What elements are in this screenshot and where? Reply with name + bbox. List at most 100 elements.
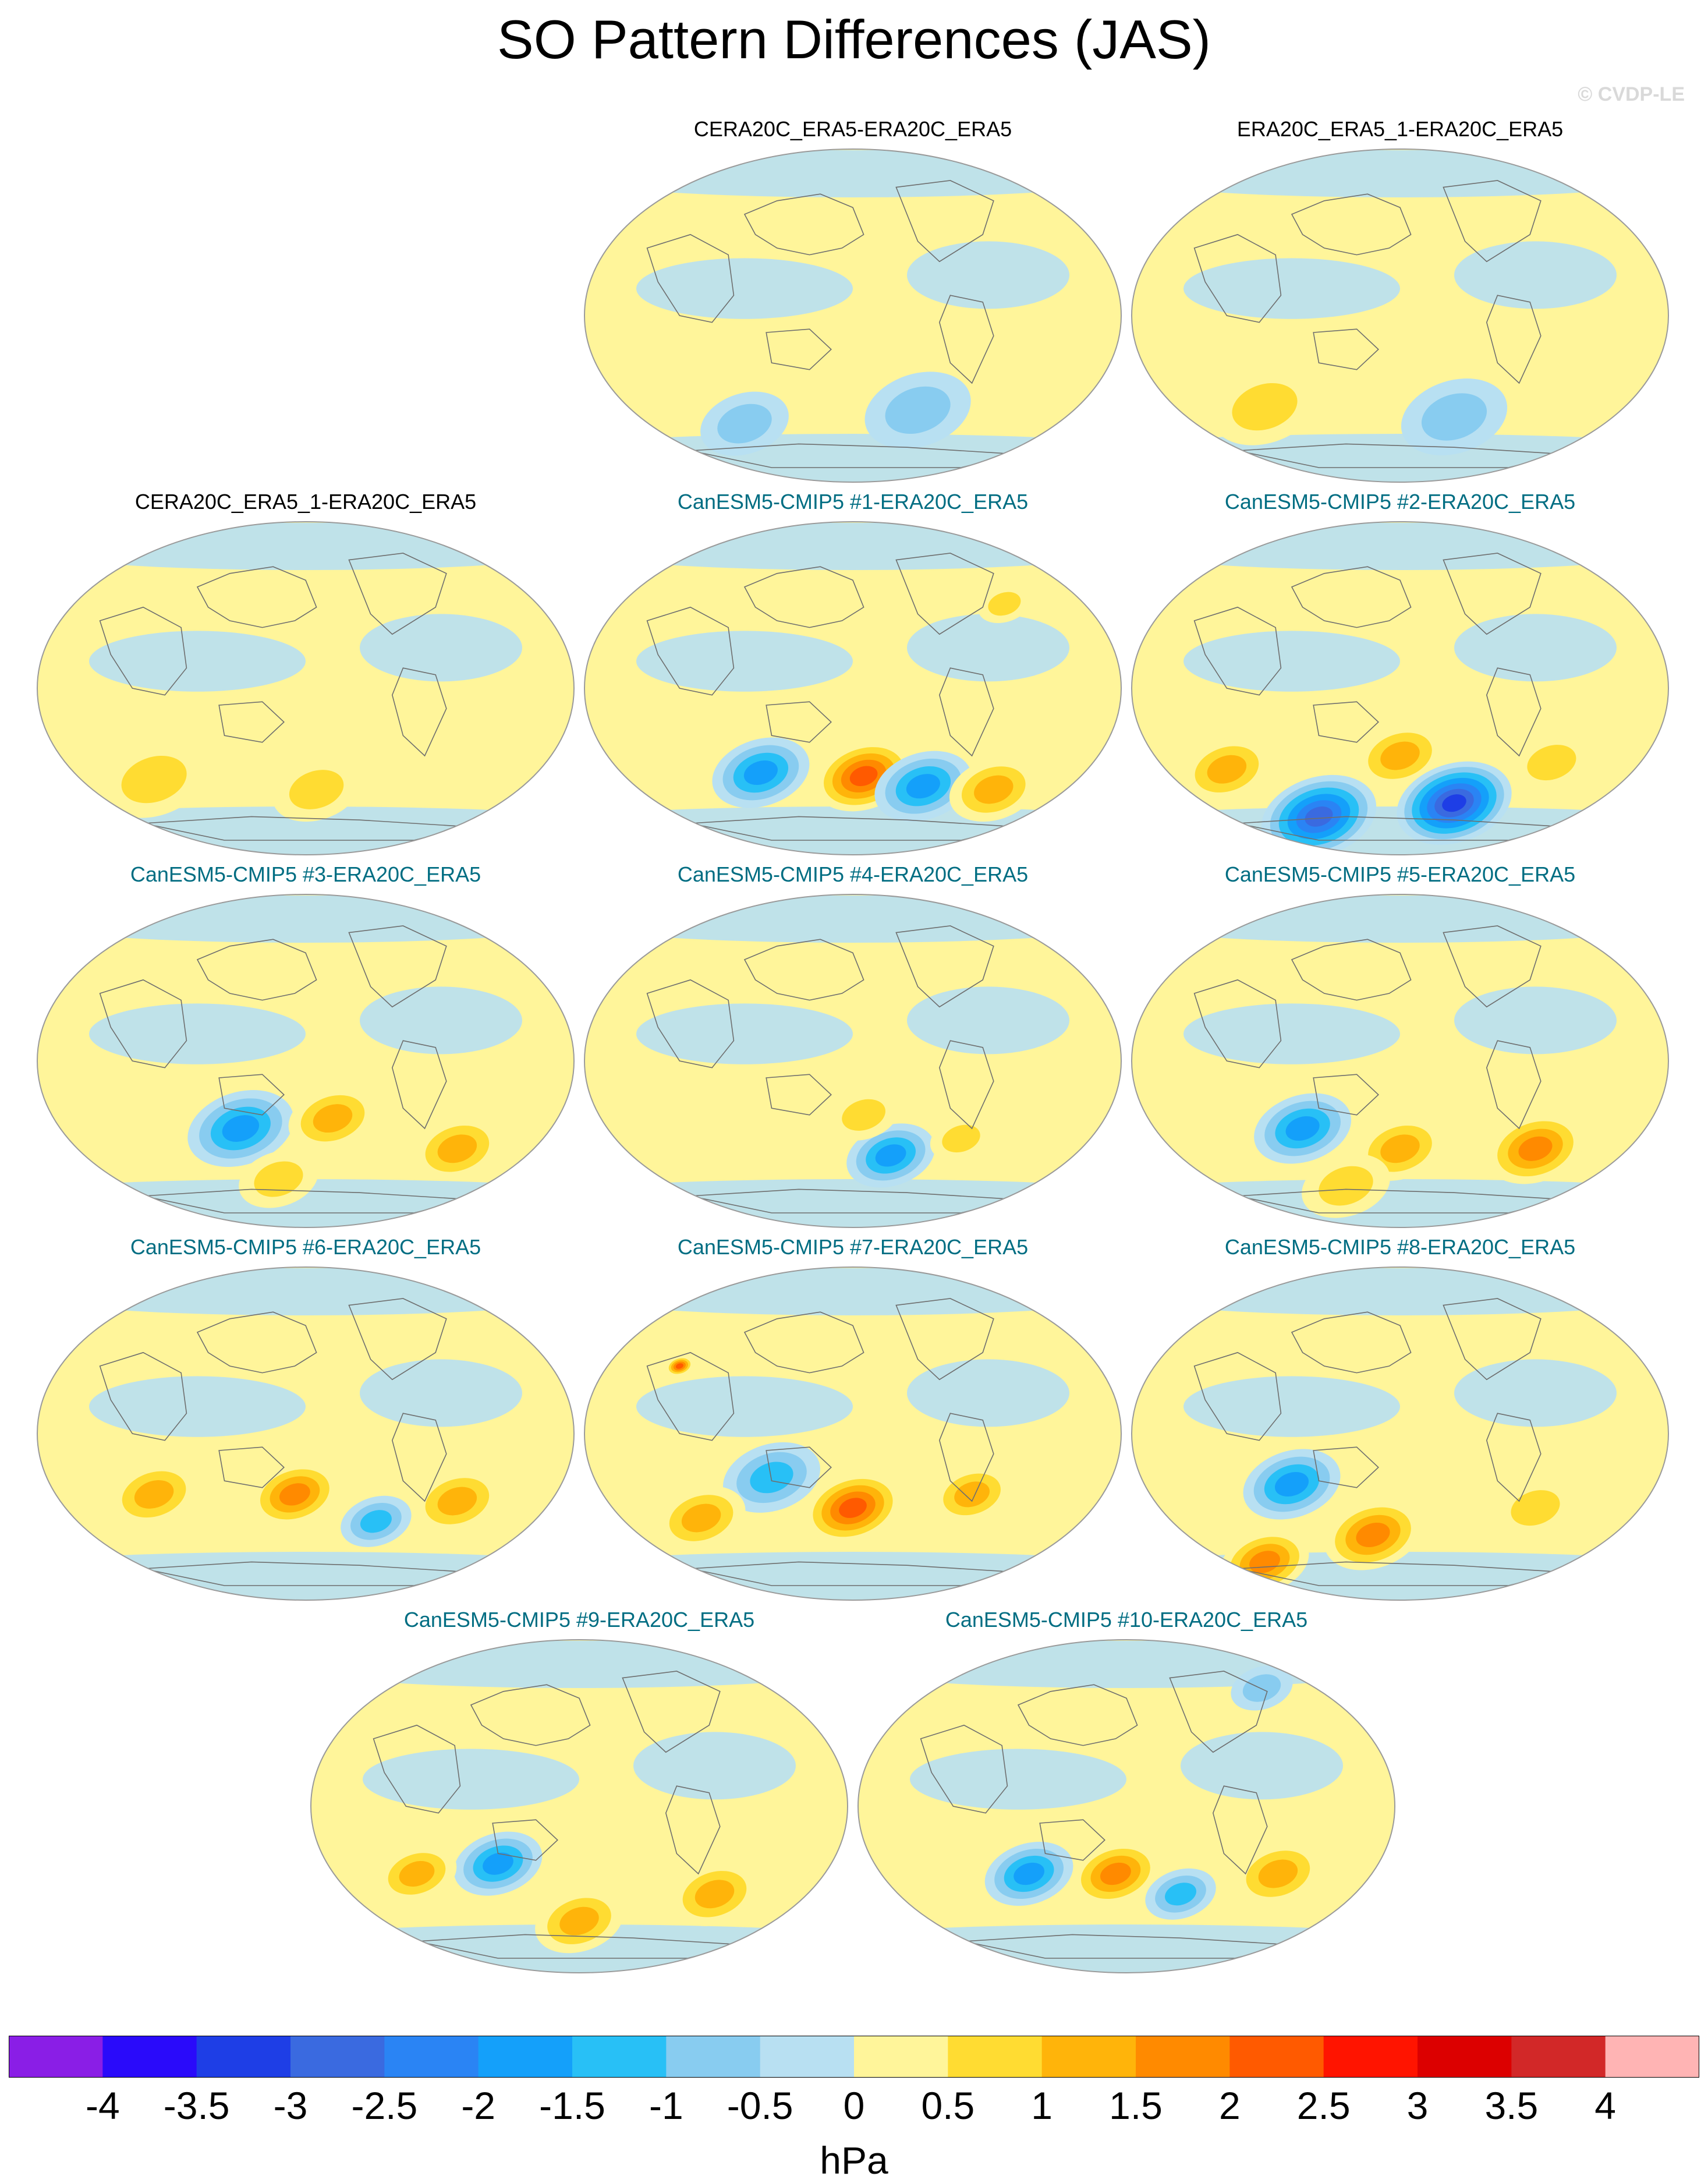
anomaly-contour	[399, 1860, 435, 1887]
negative-band	[37, 895, 574, 943]
colorbar	[9, 2036, 1699, 2078]
anomaly-contour	[694, 1880, 735, 1909]
colorbar-outline	[9, 2036, 1699, 2078]
coastline	[895, 1298, 994, 1381]
colorbar-swatch	[1323, 2036, 1418, 2078]
anomaly-contour	[717, 404, 772, 444]
colorbar-tick-label: -1	[649, 2084, 683, 2127]
negative-band	[584, 1179, 1121, 1227]
map-panel: CanESM5-CMIP5 #7-ERA20C_ERA5	[582, 1234, 1124, 1607]
coastline	[1313, 328, 1379, 370]
coastline	[348, 1298, 447, 1381]
coastline	[1291, 193, 1412, 256]
anomaly-contour	[1356, 1522, 1390, 1548]
coastline	[1486, 1413, 1542, 1502]
robinson-map	[37, 521, 575, 855]
negative-band	[1183, 258, 1400, 319]
anomaly-contour	[1442, 794, 1466, 812]
panel-title: CanESM5-CMIP5 #4-ERA20C_ERA5	[677, 862, 1029, 886]
robinson-map	[1131, 1266, 1669, 1601]
anomaly-contour	[1232, 383, 1298, 431]
map-frame	[37, 894, 575, 1228]
map-panel: CanESM5-CMIP5 #4-ERA20C_ERA5	[582, 862, 1124, 1234]
anomaly-contour	[849, 766, 878, 787]
negative-band	[636, 631, 853, 692]
negative-band	[1132, 1179, 1668, 1227]
colorbar-tick-label: -2.5	[351, 2084, 418, 2127]
negative-band	[1132, 150, 1668, 197]
negative-band	[363, 1749, 579, 1810]
panel-title: CanESM5-CMIP5 #6-ERA20C_ERA5	[130, 1235, 481, 1259]
coastline	[895, 553, 994, 635]
coastline	[665, 1785, 721, 1875]
coastline	[1169, 1671, 1268, 1753]
map-frame	[857, 1639, 1395, 1973]
coastline	[1443, 180, 1542, 263]
coastline	[766, 328, 832, 370]
coastline	[1017, 1684, 1138, 1746]
coastline	[470, 1684, 591, 1746]
map-panel: CanESM5-CMIP5 #9-ERA20C_ERA5	[309, 1607, 850, 1980]
anomaly-contour	[437, 1134, 477, 1163]
anomaly-contour	[1511, 1490, 1560, 1526]
negative-band	[584, 522, 1121, 570]
anomaly-contour	[254, 1161, 303, 1197]
panel-title: CanESM5-CMIP5 #7-ERA20C_ERA5	[677, 1235, 1029, 1259]
map-panel: CanESM5-CMIP5 #3-ERA20C_ERA5	[35, 862, 576, 1234]
coastline	[391, 667, 447, 757]
negative-band	[584, 150, 1121, 197]
panel-title: CanESM5-CMIP5 #10-ERA20C_ERA5	[945, 1608, 1308, 1632]
colorbar-swatch	[948, 2036, 1043, 2078]
colorbar-tick-label: 2	[1218, 2084, 1241, 2127]
negative-band	[37, 1552, 574, 1600]
colorbar-swatch	[572, 2036, 667, 2078]
field-background	[584, 149, 1121, 482]
anomaly-contour	[222, 1115, 260, 1142]
coastline	[646, 233, 735, 323]
map-frame	[584, 521, 1122, 855]
colorbar-swatch	[102, 2036, 197, 2078]
coastline	[1291, 939, 1412, 1001]
coastline	[1486, 295, 1542, 384]
anomaly-contour	[839, 1498, 867, 1518]
colorbar-swatch	[1229, 2036, 1324, 2078]
map-panel: CanESM5-CMIP5 #6-ERA20C_ERA5	[35, 1234, 576, 1607]
map-panel: CanESM5-CMIP5 #2-ERA20C_ERA5	[1129, 489, 1671, 862]
coastline	[1313, 701, 1379, 743]
anomaly-contour	[1518, 1136, 1553, 1161]
colorbar-swatch	[1605, 2036, 1699, 2078]
negative-band	[633, 1732, 796, 1800]
negative-band	[907, 241, 1069, 309]
colorbar-tick-label: -4	[85, 2084, 120, 2127]
panel-title: CanESM5-CMIP5 #2-ERA20C_ERA5	[1224, 490, 1576, 514]
anomaly-contour	[1207, 755, 1247, 784]
coastline	[646, 979, 735, 1068]
negative-band	[1132, 434, 1668, 482]
anomaly-contour	[1319, 1166, 1373, 1206]
field-background	[37, 1267, 574, 1600]
colorbar-swatch	[478, 2036, 573, 2078]
robinson-map	[584, 521, 1122, 855]
negative-band	[907, 1359, 1069, 1427]
colorbar-swatch	[1418, 2036, 1512, 2078]
map-panel: CanESM5-CMIP5 #5-ERA20C_ERA5	[1129, 862, 1671, 1234]
coastline	[766, 701, 832, 743]
negative-band	[584, 434, 1121, 482]
anomaly-contour	[1380, 741, 1420, 770]
map-panel: CanESM5-CMIP5 #10-ERA20C_ERA5	[856, 1607, 1397, 1980]
copyright-label: © CVDP-LE	[1578, 83, 1685, 105]
coastline	[196, 566, 317, 628]
negative-band	[360, 986, 522, 1055]
coastline	[938, 295, 994, 384]
colorbar-swatch	[1136, 2036, 1230, 2078]
coastline	[1212, 1785, 1268, 1875]
negative-band	[1454, 241, 1617, 309]
anomaly-contour	[1165, 1883, 1196, 1906]
coastline	[622, 1671, 721, 1753]
anomaly-contour	[1527, 745, 1576, 781]
negative-band	[1132, 522, 1668, 570]
anomaly-contour	[875, 1144, 906, 1167]
negative-band	[89, 1003, 306, 1064]
negative-band	[1132, 895, 1668, 943]
negative-band	[910, 1749, 1126, 1810]
